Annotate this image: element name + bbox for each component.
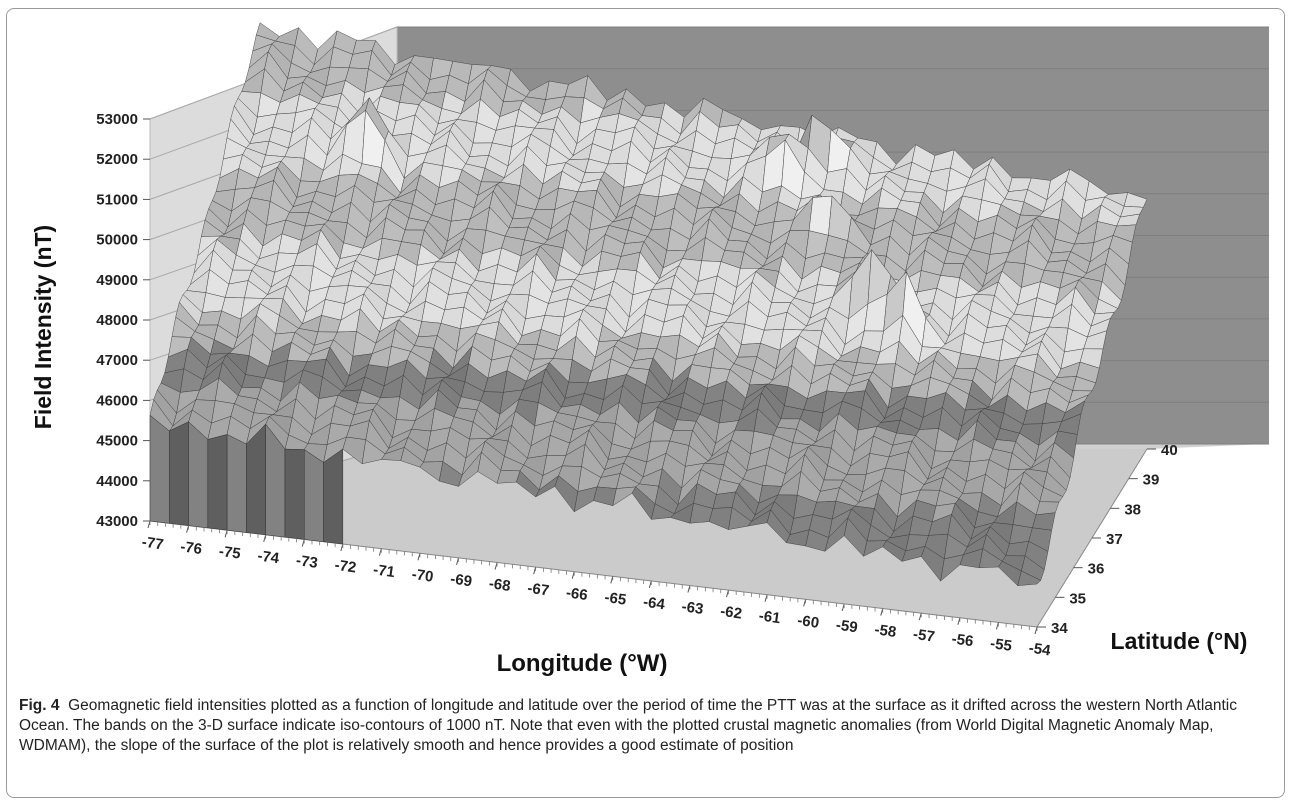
figure-frame: 43000 44000 45000 46000 47000 48000 49000 50000… bbox=[6, 8, 1285, 798]
surface-curtain bbox=[304, 449, 324, 543]
y-tick-label: 47000 bbox=[96, 352, 138, 369]
surface-cell bbox=[737, 343, 761, 358]
surface-curtain bbox=[284, 448, 305, 540]
x-tick-label: -70 bbox=[411, 566, 435, 586]
x-tick-label: -58 bbox=[873, 621, 897, 641]
y-axis-title: Field Intensity (nT) bbox=[30, 225, 56, 429]
z-tick-label: 34 bbox=[1051, 620, 1068, 637]
x-tick-label: -72 bbox=[334, 557, 358, 577]
x-tick-label: -66 bbox=[565, 584, 589, 604]
z-tick-label: 38 bbox=[1124, 501, 1141, 518]
x-tick-label: -60 bbox=[796, 612, 820, 632]
x-tick-label: -55 bbox=[989, 635, 1013, 655]
z-tick-label: 35 bbox=[1069, 590, 1086, 607]
surface-curtain bbox=[188, 421, 209, 529]
surface-cell bbox=[808, 195, 833, 236]
y-tick-label: 43000 bbox=[96, 513, 138, 530]
x-tick-label: -56 bbox=[951, 630, 975, 650]
y-tick-labels: 43000 44000 45000 46000 47000 48000 49000 50000… bbox=[96, 111, 150, 530]
x-tick-label: -76 bbox=[179, 538, 203, 558]
figure-caption: Fig. 4 Geomagnetic field intensities plo… bbox=[19, 696, 1274, 756]
surface-cell bbox=[940, 263, 964, 278]
x-tick-label: -62 bbox=[719, 603, 743, 623]
z-axis-title: Latitude (°N) bbox=[1111, 628, 1248, 654]
x-tick-label: -71 bbox=[372, 561, 396, 581]
y-tick-label: 49000 bbox=[96, 272, 138, 289]
surface-curtain bbox=[323, 448, 344, 545]
y-tick-label: 52000 bbox=[96, 151, 138, 168]
caption-label: Fig. 4 bbox=[19, 697, 60, 714]
y-tick-label: 53000 bbox=[96, 111, 138, 128]
x-tick-label: -68 bbox=[488, 575, 512, 595]
surface-cell bbox=[198, 310, 222, 326]
z-tick-label: 40 bbox=[1161, 442, 1178, 459]
surface-cell bbox=[1017, 570, 1042, 586]
x-tick-labels: -77 -76 -75 -74 -73 -72 -71 -70 -69 -68 -67 -66 -65-… bbox=[141, 520, 1052, 660]
x-tick-label: -57 bbox=[912, 626, 936, 646]
surface-cell bbox=[672, 419, 697, 431]
x-tick-label: -65 bbox=[603, 589, 627, 609]
surface-curtain bbox=[149, 414, 170, 524]
z-tick-label: 36 bbox=[1088, 561, 1105, 578]
field-surface bbox=[149, 22, 1148, 587]
surface-curtain bbox=[207, 434, 228, 531]
x-tick-label: -69 bbox=[449, 570, 473, 590]
x-tick-label: -67 bbox=[526, 580, 550, 600]
x-tick-label: -54 bbox=[1028, 640, 1052, 660]
x-axis-title: Longitude (°W) bbox=[497, 650, 668, 677]
y-tick-label: 45000 bbox=[96, 433, 138, 450]
surface-curtain bbox=[169, 421, 189, 526]
caption-text: Geomagnetic field intensities plotted as… bbox=[19, 697, 1237, 754]
surface-chart: 43000 44000 45000 46000 47000 48000 49000 50000… bbox=[30, 22, 1269, 677]
surface-curtain bbox=[226, 434, 247, 533]
x-tick-label: -63 bbox=[681, 598, 705, 618]
y-tick-label: 44000 bbox=[96, 473, 138, 490]
x-tick-label: -75 bbox=[218, 543, 242, 563]
x-tick-label: -73 bbox=[295, 552, 319, 572]
y-tick-label: 50000 bbox=[96, 232, 138, 249]
x-tick-label: -59 bbox=[835, 617, 859, 637]
x-tick-label: -77 bbox=[141, 534, 165, 554]
z-tick-label: 37 bbox=[1106, 531, 1123, 548]
y-tick-label: 51000 bbox=[96, 191, 138, 208]
surface-cell bbox=[724, 239, 748, 253]
y-tick-label: 48000 bbox=[96, 312, 138, 329]
y-tick-label: 46000 bbox=[96, 392, 138, 409]
z-tick-label: 39 bbox=[1143, 472, 1160, 489]
x-tick-label: -64 bbox=[642, 594, 666, 614]
x-tick-label: -74 bbox=[256, 547, 280, 567]
x-tick-label: -61 bbox=[758, 607, 782, 627]
surface-cell bbox=[1032, 512, 1056, 531]
